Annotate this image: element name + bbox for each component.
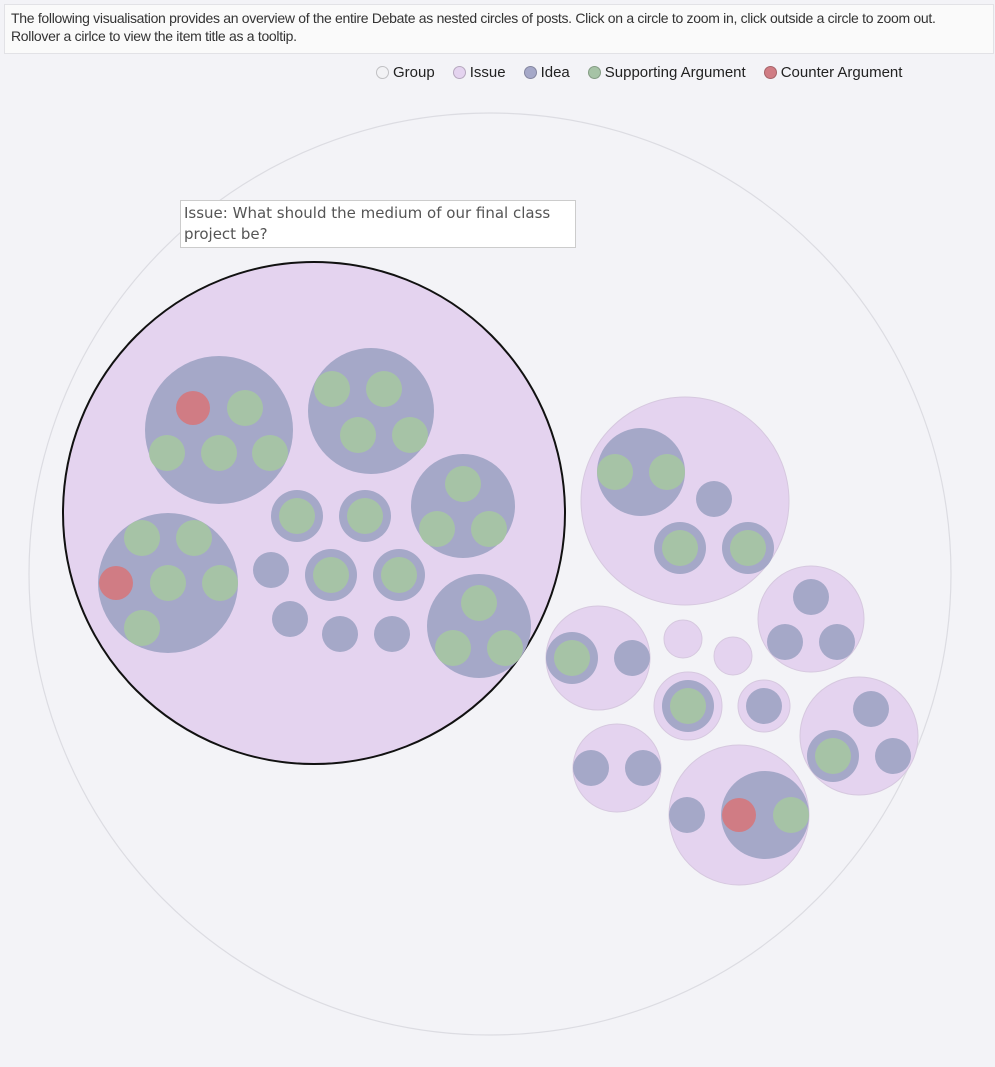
- legend-item-issue[interactable]: Issue: [452, 64, 506, 81]
- idea-circle[interactable]: [145, 356, 293, 504]
- supporting-argument-circle[interactable]: [461, 585, 497, 621]
- supporting-argument-circle[interactable]: [252, 435, 288, 471]
- idea-circle[interactable]: [308, 348, 434, 474]
- instructions-text: The following visualisation provides an …: [11, 10, 936, 44]
- legend-item-supporting-argument[interactable]: Supporting Argument: [587, 64, 746, 81]
- legend-item-group[interactable]: Group: [376, 64, 435, 81]
- tooltip-text: Issue: What should the medium of our fin…: [184, 204, 551, 243]
- supporting-argument-circle[interactable]: [471, 511, 507, 547]
- idea-circle[interactable]: [322, 616, 358, 652]
- supporting-argument-circle[interactable]: [201, 435, 237, 471]
- idea-circle[interactable]: [853, 691, 889, 727]
- legend-label: Counter Argument: [780, 64, 903, 81]
- supporting-argument-circle[interactable]: [487, 630, 523, 666]
- supporting-argument-circle[interactable]: [662, 530, 698, 566]
- supporting-argument-circle[interactable]: [124, 610, 160, 646]
- idea-circle[interactable]: [721, 771, 809, 859]
- supporting-argument-circle[interactable]: [347, 498, 383, 534]
- legend-item-idea[interactable]: Idea: [523, 64, 570, 81]
- supporting-argument-circle[interactable]: [649, 454, 685, 490]
- supporting-argument-circle[interactable]: [381, 557, 417, 593]
- idea-circle[interactable]: [625, 750, 661, 786]
- supporting-argument-circle[interactable]: [597, 454, 633, 490]
- post-circles: [62, 261, 919, 886]
- counter-argument-circle[interactable]: [99, 566, 133, 600]
- supporting-argument-circle[interactable]: [773, 797, 809, 833]
- supporting-argument-circle[interactable]: [176, 520, 212, 556]
- idea-circle[interactable]: [819, 624, 855, 660]
- idea-circle[interactable]: [875, 738, 911, 774]
- supporting-argument-circle[interactable]: [445, 466, 481, 502]
- legend-label: Supporting Argument: [604, 64, 746, 81]
- group-swatch-icon: [376, 66, 389, 79]
- supporting-argument-circle[interactable]: [815, 738, 851, 774]
- supporting-argument-circle[interactable]: [279, 498, 315, 534]
- supporting-argument-circle[interactable]: [340, 417, 376, 453]
- idea-swatch-icon: [523, 66, 537, 79]
- supporting-argument-circle[interactable]: [150, 565, 186, 601]
- supporting-argument-swatch-icon: [587, 66, 601, 79]
- supporting-argument-circle[interactable]: [392, 417, 428, 453]
- supporting-argument-circle[interactable]: [419, 511, 455, 547]
- idea-circle[interactable]: [669, 797, 705, 833]
- issue-swatch-icon: [452, 66, 466, 79]
- instructions-panel: The following visualisation provides an …: [4, 4, 994, 54]
- counter-argument-swatch-icon: [763, 66, 777, 79]
- legend: Group Issue Idea Supporting Argument Cou…: [376, 64, 902, 81]
- supporting-argument-circle[interactable]: [314, 371, 350, 407]
- supporting-argument-circle[interactable]: [435, 630, 471, 666]
- supporting-argument-circle[interactable]: [730, 530, 766, 566]
- supporting-argument-circle[interactable]: [124, 520, 160, 556]
- supporting-argument-circle[interactable]: [227, 390, 263, 426]
- supporting-argument-circle[interactable]: [554, 640, 590, 676]
- supporting-argument-circle[interactable]: [670, 688, 706, 724]
- counter-argument-circle[interactable]: [722, 798, 756, 832]
- legend-label: Idea: [540, 64, 570, 81]
- issue-circle[interactable]: [713, 636, 753, 676]
- legend-item-counter-argument[interactable]: Counter Argument: [763, 64, 903, 81]
- idea-circle[interactable]: [573, 750, 609, 786]
- idea-circle[interactable]: [746, 688, 782, 724]
- counter-argument-circle[interactable]: [176, 391, 210, 425]
- idea-circle[interactable]: [253, 552, 289, 588]
- supporting-argument-circle[interactable]: [149, 435, 185, 471]
- idea-circle[interactable]: [793, 579, 829, 615]
- idea-circle[interactable]: [767, 624, 803, 660]
- legend-label: Issue: [469, 64, 506, 81]
- supporting-argument-circle[interactable]: [366, 371, 402, 407]
- supporting-argument-circle[interactable]: [313, 557, 349, 593]
- tooltip: Issue: What should the medium of our fin…: [180, 200, 576, 248]
- idea-circle[interactable]: [696, 481, 732, 517]
- legend-label: Group: [393, 64, 435, 81]
- idea-circle[interactable]: [374, 616, 410, 652]
- idea-circle[interactable]: [614, 640, 650, 676]
- idea-circle[interactable]: [597, 428, 685, 516]
- issue-circle[interactable]: [663, 619, 703, 659]
- supporting-argument-circle[interactable]: [202, 565, 238, 601]
- idea-circle[interactable]: [272, 601, 308, 637]
